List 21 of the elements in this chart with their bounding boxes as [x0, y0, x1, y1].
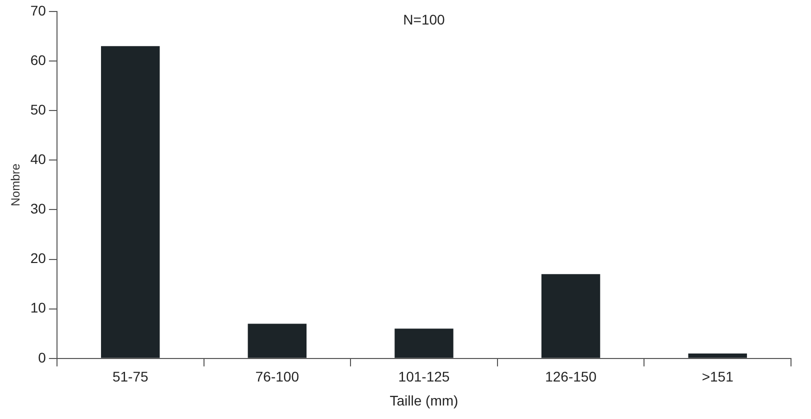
y-tick-label: 20: [30, 250, 46, 266]
y-tick-label: 50: [30, 101, 46, 118]
x-tick-label: 126-150: [545, 368, 597, 385]
x-tick-label: 101-125: [398, 368, 450, 385]
y-axis-title: Nombre: [8, 163, 23, 206]
y-tick-label: 10: [30, 300, 46, 316]
y-tick-label: 70: [30, 2, 46, 18]
bar: [394, 328, 454, 358]
annotation: N=100: [403, 11, 446, 28]
bar: [688, 353, 747, 358]
bar: [101, 46, 160, 358]
x-tick-label: >151: [702, 368, 734, 385]
y-tick-label: 0: [38, 349, 46, 366]
x-tick-label: 76-100: [255, 368, 300, 385]
bar: [248, 324, 307, 358]
y-tick-label: 40: [30, 150, 46, 167]
bar: [541, 274, 600, 358]
y-tick-label: 60: [30, 52, 46, 68]
x-tick-label: 51-75: [112, 368, 148, 385]
y-tick-label: 30: [30, 200, 46, 217]
x-axis-title: Taille (mm): [390, 392, 458, 408]
